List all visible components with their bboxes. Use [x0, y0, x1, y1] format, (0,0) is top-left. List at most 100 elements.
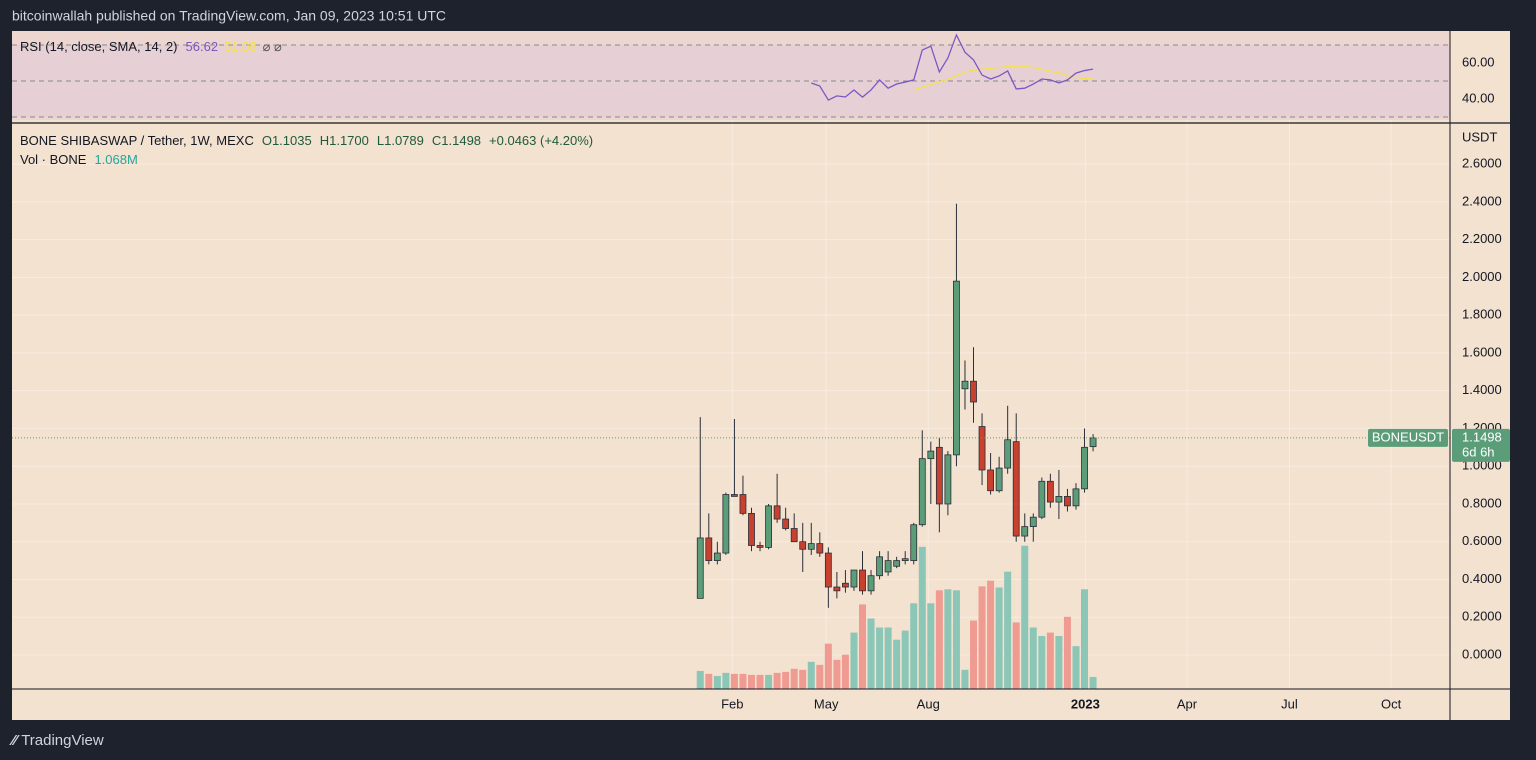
candle-body [773, 505, 781, 520]
x-tick-label: Jul [1281, 696, 1298, 711]
y-tick-label: 0.2000 [1462, 609, 1502, 624]
y-tick-label: 0.4000 [1462, 571, 1502, 586]
candle-body [850, 569, 858, 588]
volume-bar [884, 627, 892, 689]
footer-logo: ⁄⁄ TradingView [9, 732, 104, 749]
candle-body [739, 494, 747, 514]
volume-bar [1089, 676, 1097, 689]
candle-body [953, 280, 960, 456]
rsi-line [811, 33, 1094, 101]
rsi-line [913, 65, 1094, 91]
volume-bar [970, 620, 978, 689]
volume-bar [1081, 589, 1089, 689]
y-tick-label: 2.2000 [1462, 231, 1502, 246]
grid [12, 31, 1450, 689]
volume-bar [867, 618, 875, 689]
candle-body [1072, 488, 1080, 507]
volume-bar [1063, 616, 1071, 689]
candle-body [944, 454, 952, 505]
volume-bar [747, 674, 755, 689]
volume-bar [807, 661, 815, 689]
candle-body [970, 380, 977, 403]
ohlc-high: H1.1700 [320, 133, 369, 148]
candle-body [935, 446, 943, 505]
y-tick-label: 0.8000 [1462, 495, 1502, 510]
volume-bar [1004, 571, 1012, 689]
volume-bar [978, 586, 986, 689]
candle-body [816, 543, 824, 554]
candle-body [995, 467, 1003, 492]
candle-body [696, 537, 704, 599]
y-tick-label: 2.4000 [1462, 193, 1502, 208]
volume-bar [935, 590, 943, 689]
volume-bar [696, 670, 704, 689]
volume-title: Vol · BONE [20, 152, 87, 167]
volume-bar [1072, 646, 1080, 689]
x-tick-label: May [814, 696, 839, 711]
volume-bar [961, 669, 969, 689]
symbol-title: BONE SHIBASWAP / Tether, 1W, MEXC [20, 133, 254, 148]
candle-body [978, 426, 986, 471]
volume-bar [1038, 635, 1046, 689]
volume-bar [1029, 627, 1037, 689]
volume-bar [859, 604, 867, 689]
price-unit: USDT [1462, 129, 1497, 144]
candle-body [884, 560, 892, 573]
volume-bar [782, 671, 790, 689]
sma-last: 51.08 [224, 39, 257, 54]
candle-body [1064, 496, 1071, 507]
volume-bar [841, 654, 849, 689]
ohlc-open: O1.1035 [262, 133, 312, 148]
price-label: 1.1498 [1462, 429, 1502, 444]
publish-header: bitcoinwallah published on TradingView.c… [12, 8, 446, 24]
footer-brand: TradingView [21, 732, 104, 749]
symbol-label: BONEUSDT [1372, 429, 1444, 444]
y-tick-label: 2.6000 [1462, 156, 1502, 171]
volume-bar [987, 580, 995, 689]
x-tick-label: Feb [721, 696, 743, 711]
candle-body [790, 528, 798, 543]
volume-bar [765, 674, 773, 689]
volume-bar [1012, 622, 1020, 689]
volume-bar [850, 632, 858, 689]
volume-bar [944, 589, 952, 689]
volume-bar [739, 673, 747, 689]
candle-body [807, 543, 815, 550]
marks [12, 33, 1450, 689]
volume-bar [927, 603, 935, 689]
volume-bar [893, 639, 901, 689]
candle-body [782, 518, 790, 529]
volume-bar [799, 669, 807, 689]
volume-bar [952, 590, 960, 689]
candle-body [1012, 441, 1020, 537]
volume-bar [790, 668, 798, 689]
volume-bar [876, 627, 884, 689]
y-tick-label: 0.0000 [1462, 646, 1502, 661]
chart-area [12, 31, 1510, 720]
candle-body [961, 380, 969, 390]
y-tick-label: 2.0000 [1462, 269, 1502, 284]
volume-bar [1046, 632, 1054, 689]
volume-bar [773, 672, 781, 689]
volume-bar [722, 672, 730, 689]
volume-legend: Vol · BONE 1.068M [20, 152, 138, 167]
candle-body [1004, 439, 1012, 469]
candle-body [867, 575, 875, 592]
candle-body [713, 552, 721, 562]
volume-bar [816, 664, 824, 689]
volume-bar [730, 673, 738, 689]
rsi-tick-label: 60.00 [1462, 54, 1495, 69]
y-tick-label: 1.8000 [1462, 307, 1502, 322]
candle-body [910, 524, 918, 562]
candle-body [824, 552, 832, 588]
candle-body [1081, 446, 1088, 490]
rsi-tick-label: 40.00 [1462, 90, 1495, 105]
x-tick-label: 2023 [1071, 696, 1100, 711]
candle-body [833, 586, 841, 592]
rsi-legend: RSI (14, close, SMA, 14, 2) 56.62 51.08 ⌀ ⌀ [20, 39, 282, 54]
candle-body [859, 569, 866, 592]
candle-body [799, 541, 807, 550]
y-tick-label: 0.6000 [1462, 533, 1502, 548]
volume-bar [833, 659, 841, 689]
